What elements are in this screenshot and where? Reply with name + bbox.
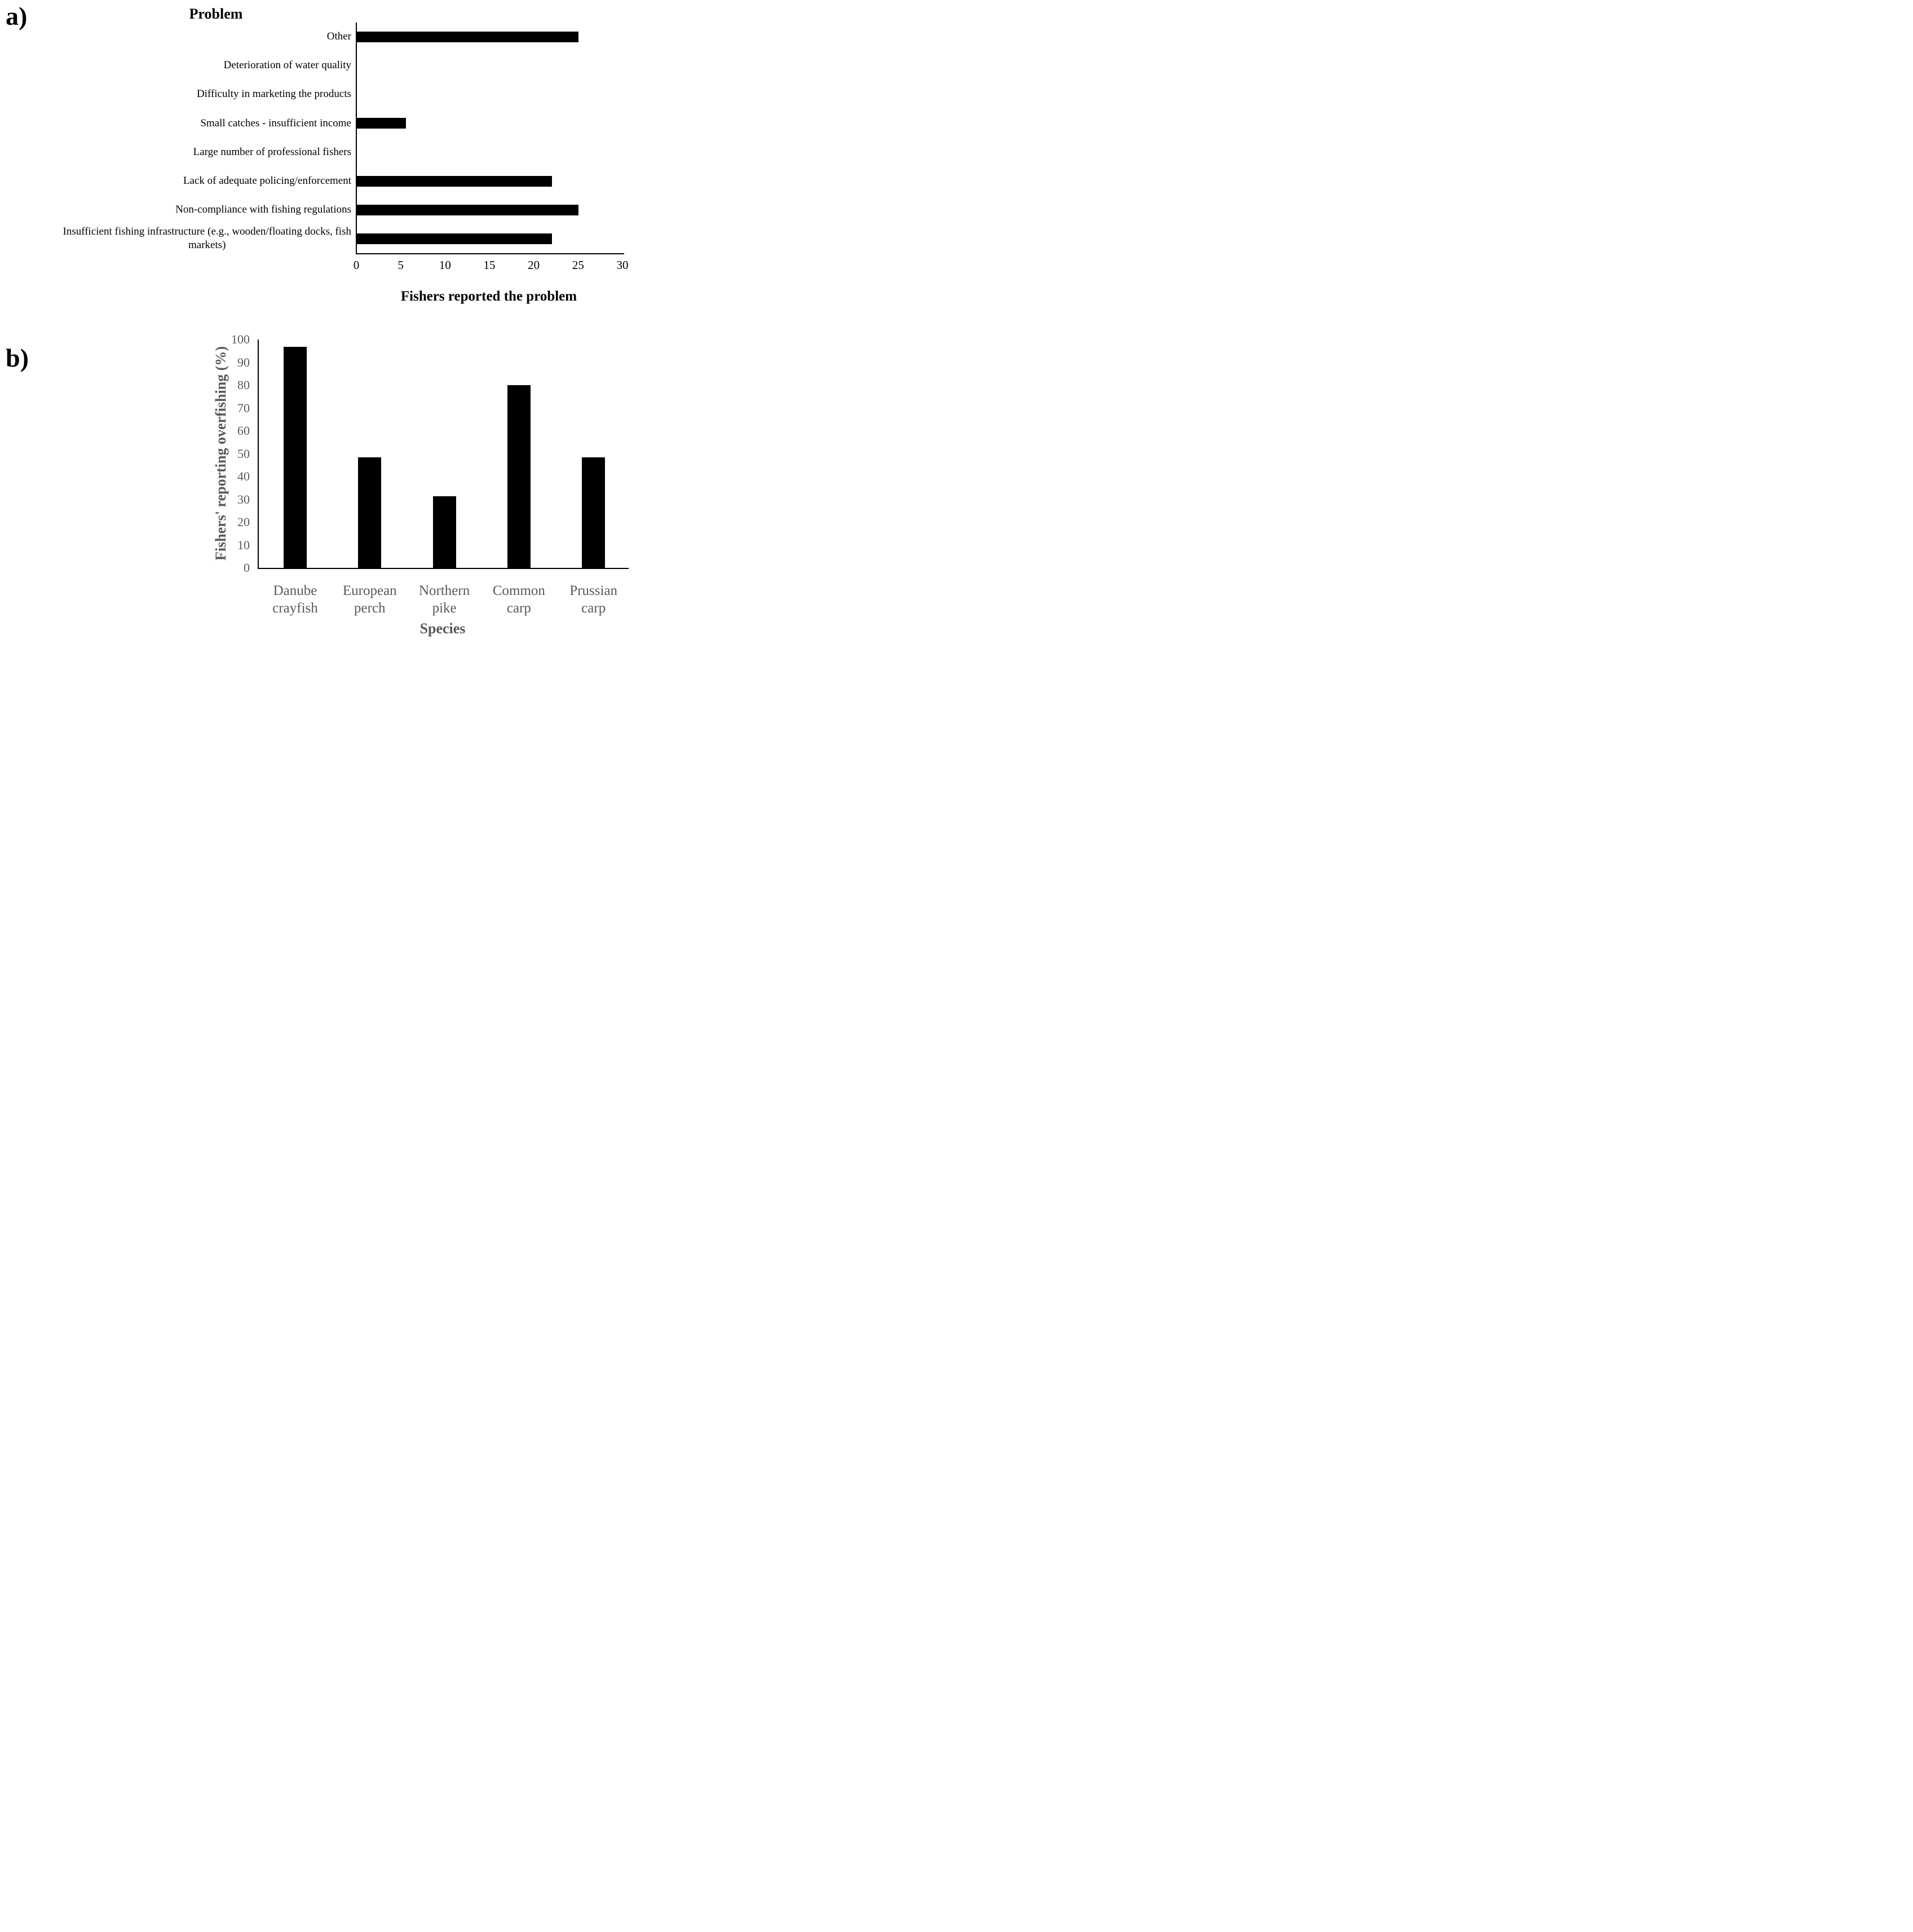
y-tick-label: 100 bbox=[231, 332, 250, 346]
category-label-row: Small catches - insufficient income bbox=[0, 109, 351, 138]
panel-b-tag: b) bbox=[6, 343, 29, 372]
bar bbox=[507, 385, 531, 568]
panel-a-title: Problem bbox=[189, 6, 243, 22]
category-label: Other bbox=[326, 30, 351, 43]
category-label-row: Non-compliance with fishing regulations bbox=[0, 195, 351, 224]
bar bbox=[358, 457, 382, 568]
y-tick-label: 80 bbox=[237, 378, 250, 392]
category-label-row: Large number of professional fishers bbox=[0, 138, 351, 167]
panel-a-y-axis-line bbox=[356, 23, 357, 254]
bar bbox=[357, 175, 553, 187]
y-tick-label: 20 bbox=[237, 515, 250, 529]
x-tick-label: 10 bbox=[439, 258, 451, 272]
species-tick-label: Northern pike bbox=[418, 583, 470, 616]
species-tick-label: Danube crayfish bbox=[272, 583, 318, 616]
species-tick-label: European perch bbox=[342, 583, 397, 616]
category-label: Insufficient fishing infrastructure (e.g… bbox=[63, 225, 351, 252]
bar bbox=[284, 346, 307, 568]
category-label: Small catches - insufficient income bbox=[200, 117, 351, 129]
x-tick-label: 5 bbox=[397, 258, 404, 272]
category-label: Deterioration of water quality bbox=[223, 59, 351, 72]
category-label: Non-compliance with fishing regulations bbox=[175, 203, 351, 215]
y-tick-label: 60 bbox=[237, 424, 250, 438]
bar bbox=[357, 32, 579, 43]
x-tick-label: 30 bbox=[616, 258, 629, 272]
panel-a-tag: a) bbox=[6, 2, 28, 30]
x-tick-label: 15 bbox=[483, 258, 496, 272]
panel-a-x-axis-line bbox=[356, 253, 624, 254]
species-tick-label: Prussian carp bbox=[569, 583, 618, 616]
y-tick-label: 90 bbox=[237, 355, 250, 369]
panel-a-chart: a) Problem Other Deterioration of water q… bbox=[0, 0, 638, 321]
category-label-row: Other bbox=[0, 23, 351, 52]
panel-b-x-axis-line bbox=[258, 568, 629, 569]
bar bbox=[357, 118, 406, 129]
category-label: Lack of adequate policing/enforcement bbox=[183, 174, 351, 187]
bar bbox=[357, 204, 579, 215]
category-label: Difficulty in marketing the products bbox=[196, 88, 351, 100]
category-label-row: Insufficient fishing infrastructure (e.g… bbox=[0, 224, 351, 253]
bar bbox=[432, 496, 456, 568]
x-tick-label: 20 bbox=[528, 258, 540, 272]
y-tick-label: 0 bbox=[244, 561, 250, 575]
y-tick-label: 10 bbox=[237, 537, 250, 552]
y-tick-label: 30 bbox=[237, 492, 250, 506]
bar bbox=[357, 233, 553, 244]
y-tick-label: 40 bbox=[237, 469, 250, 483]
y-tick-label: 50 bbox=[237, 446, 250, 461]
x-tick-label: 0 bbox=[353, 258, 360, 272]
y-tick-label: 70 bbox=[237, 400, 250, 415]
category-label-row: Difficulty in marketing the products bbox=[0, 80, 351, 109]
category-label: Large number of professional fishers bbox=[193, 145, 351, 158]
panel-a-x-axis-title: Fishers reported the problem bbox=[400, 289, 577, 304]
species-tick-label: Common carp bbox=[492, 583, 545, 616]
category-label-row: Lack of adequate policing/enforcement bbox=[0, 166, 351, 196]
figure-page: { "figure": { "panel_a_tag": "a)", "pane… bbox=[0, 0, 638, 644]
x-tick-label: 25 bbox=[572, 258, 584, 272]
category-label-row: Deterioration of water quality bbox=[0, 51, 351, 81]
panel-b-x-axis-title: Species bbox=[419, 620, 466, 637]
bar bbox=[582, 457, 606, 568]
panel-b-y-axis-line bbox=[258, 339, 259, 569]
